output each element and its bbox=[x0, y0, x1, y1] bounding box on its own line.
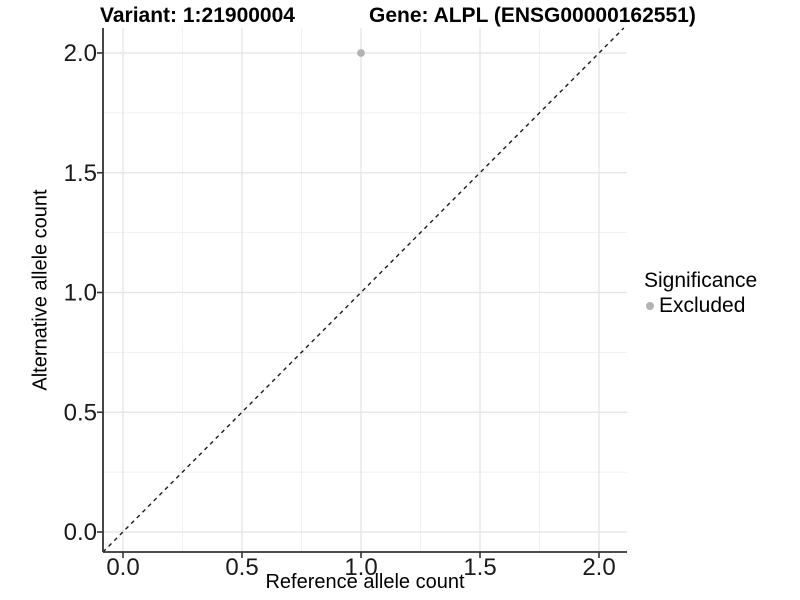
x-tick-label: 2.0 bbox=[582, 554, 615, 581]
x-tick-label: 0.5 bbox=[225, 554, 258, 581]
y-tick-label: 2.0 bbox=[64, 40, 97, 67]
plot-title-gene: Gene: ALPL (ENSG00000162551) bbox=[369, 4, 696, 27]
data-point-excluded bbox=[357, 49, 365, 57]
y-tick-label: 0.5 bbox=[64, 399, 97, 426]
plot-title-variant: Variant: 1:21900004 bbox=[100, 4, 295, 27]
y-tick-label: 1.5 bbox=[64, 160, 97, 187]
x-tick-label: 1.0 bbox=[344, 554, 377, 581]
y-tick-label: 1.0 bbox=[64, 280, 97, 307]
legend-key-dot bbox=[646, 302, 654, 310]
identity-reference-line bbox=[102, 27, 625, 553]
legend-item-excluded: Excluded bbox=[644, 294, 757, 318]
y-axis-label: Alternative allele count bbox=[29, 189, 52, 391]
legend-title: Significance bbox=[644, 269, 758, 292]
y-tick-label: 0.0 bbox=[64, 519, 97, 546]
legend-item-label: Excluded bbox=[659, 294, 746, 317]
x-tick-label: 1.5 bbox=[463, 554, 496, 581]
x-tick-label: 0.0 bbox=[106, 554, 139, 581]
legend: Significance Excluded bbox=[644, 269, 757, 318]
x-axis-label: Reference allele count bbox=[265, 571, 465, 593]
